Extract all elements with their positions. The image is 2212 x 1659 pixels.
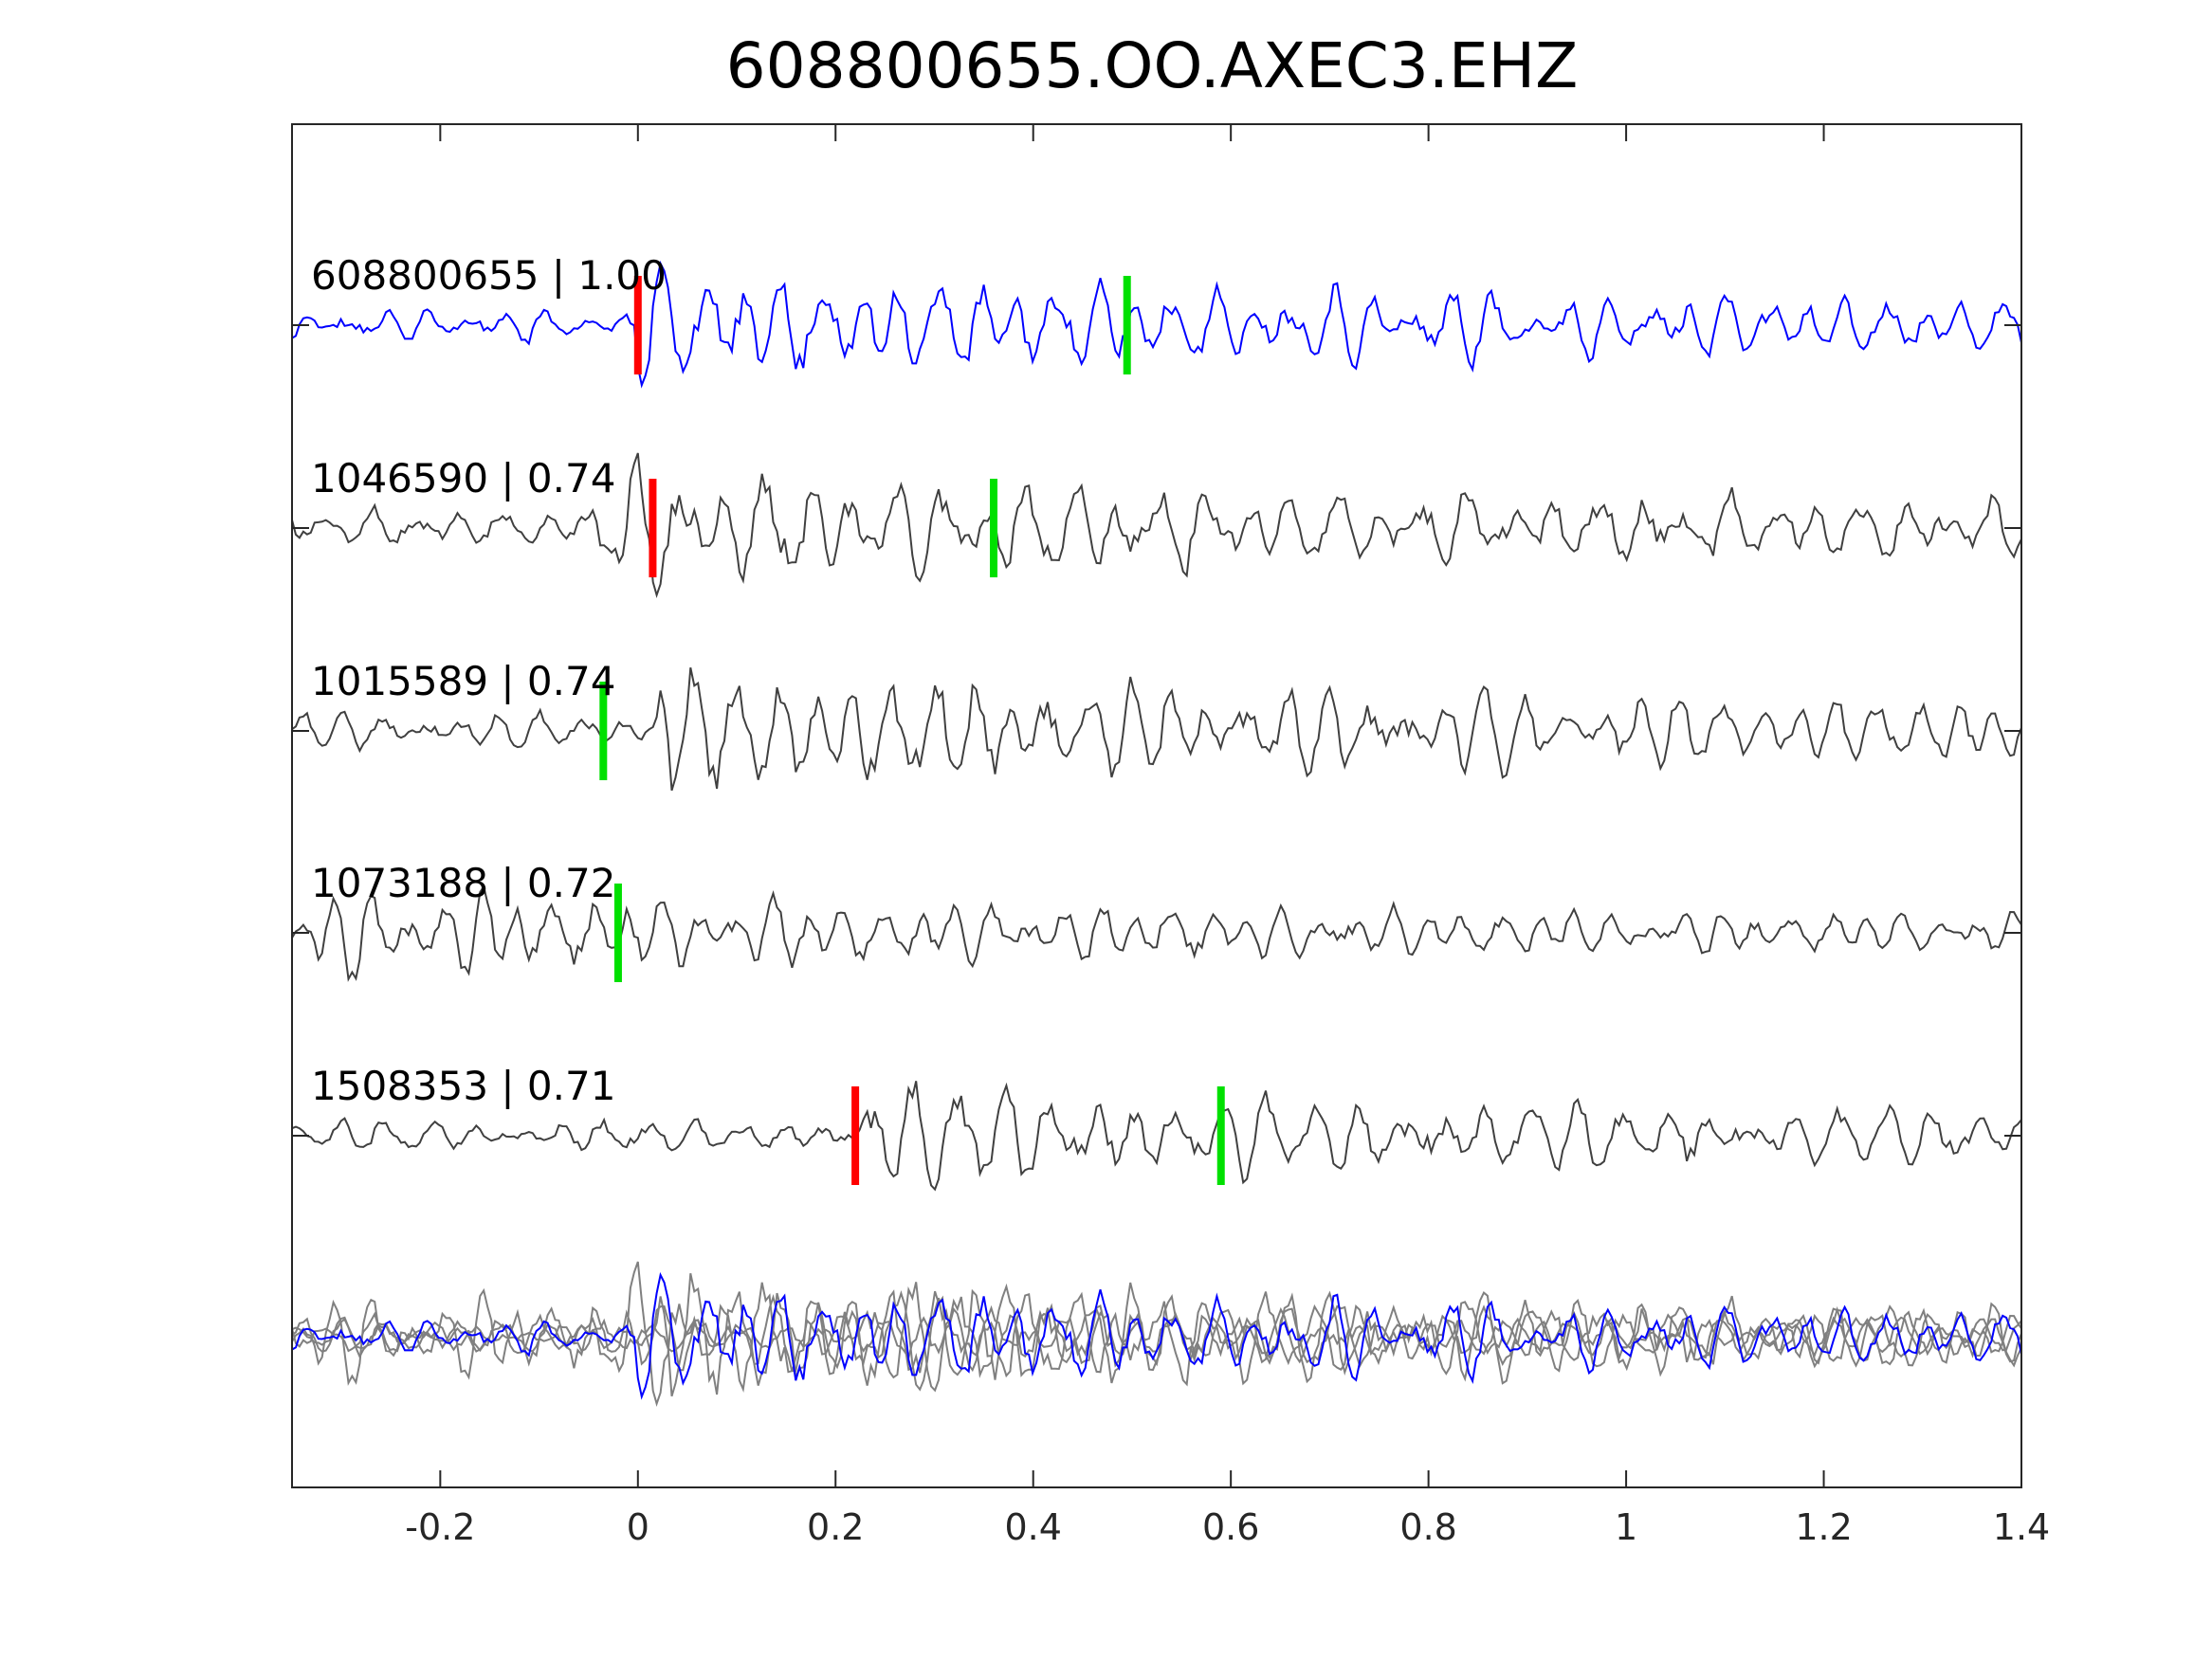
trace-labels-group: 608800655 | 1.00 1046590 | 0.74 1015589 | …: [311, 252, 667, 1109]
trace-label-3: 1073188 | 0.72: [311, 860, 615, 906]
overlay-trace-reference: [291, 1271, 2022, 1400]
trace-label-1: 1046590 | 0.74: [311, 455, 615, 501]
trace-3: [291, 884, 2022, 982]
x-tick-label-5: 0.8: [1399, 1506, 1456, 1548]
x-tick-label-3: 0.4: [1004, 1506, 1061, 1548]
x-tick-label-7: 1.2: [1795, 1506, 1852, 1548]
chart-title: 608800655.OO.AXEC3.EHZ: [726, 29, 1579, 102]
trace-label-4: 1508353 | 0.71: [311, 1063, 615, 1109]
trace-label-2: 1015589 | 0.74: [311, 658, 615, 704]
trace-4: [291, 1081, 2022, 1192]
x-tick-label-8: 1.4: [1993, 1506, 2050, 1548]
x-tick-label-4: 0.6: [1202, 1506, 1259, 1548]
x-tick-label-6: 1: [1615, 1506, 1637, 1548]
overlay-trace-4: [291, 1282, 2022, 1393]
x-axis-ticks: -0.2 0 0.2 0.4 0.6 0.8 1 1.2 1.4: [405, 124, 2050, 1548]
plot-frame: [291, 123, 2022, 1488]
traces-group: [291, 260, 2022, 1408]
picks-group: [292, 276, 2021, 1185]
trace-1: [291, 452, 2022, 599]
trace-label-0: 608800655 | 1.00: [311, 252, 667, 299]
trace-0: [291, 260, 2022, 389]
x-tick-label-2: 0.2: [807, 1506, 864, 1548]
x-tick-label-0: -0.2: [405, 1506, 475, 1548]
x-tick-label-1: 0: [627, 1506, 649, 1548]
trace-2: [291, 666, 2022, 792]
